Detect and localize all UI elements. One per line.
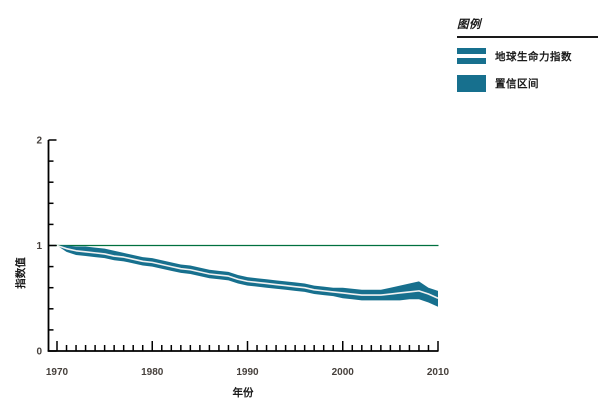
legend-title: 图例 bbox=[457, 19, 481, 31]
lpi-line-band-swatch-icon bbox=[457, 48, 486, 64]
legend: 图例 地球生命力指数 置信区间 bbox=[457, 16, 599, 92]
legend-item-lpi: 地球生命力指数 bbox=[457, 48, 599, 64]
swatch-bar-bottom bbox=[457, 58, 486, 64]
confidence-band-swatch-icon bbox=[457, 75, 486, 92]
y-axis-label: 指数值 bbox=[14, 257, 27, 289]
x-tick-label: 2000 bbox=[332, 367, 355, 378]
legend-item-confidence-label: 置信区间 bbox=[495, 78, 539, 90]
legend-item-lpi-label: 地球生命力指数 bbox=[495, 50, 572, 63]
x-tick-label: 1980 bbox=[141, 367, 164, 378]
confidence-band bbox=[57, 245, 438, 307]
x-tick-label: 1990 bbox=[236, 367, 259, 378]
swatch-bar-top bbox=[457, 48, 486, 54]
x-tick-label: 1970 bbox=[46, 367, 69, 378]
legend-divider bbox=[457, 36, 598, 38]
lpi-line bbox=[56, 244, 439, 299]
legend-item-confidence: 置信区间 bbox=[457, 75, 599, 92]
y-tick-label: 2 bbox=[36, 136, 42, 147]
x-tick-label: 2010 bbox=[427, 367, 450, 378]
y-tick-label: 1 bbox=[36, 241, 42, 252]
y-tick-label: 0 bbox=[36, 347, 42, 358]
x-axis-label: 年份 bbox=[233, 386, 254, 399]
